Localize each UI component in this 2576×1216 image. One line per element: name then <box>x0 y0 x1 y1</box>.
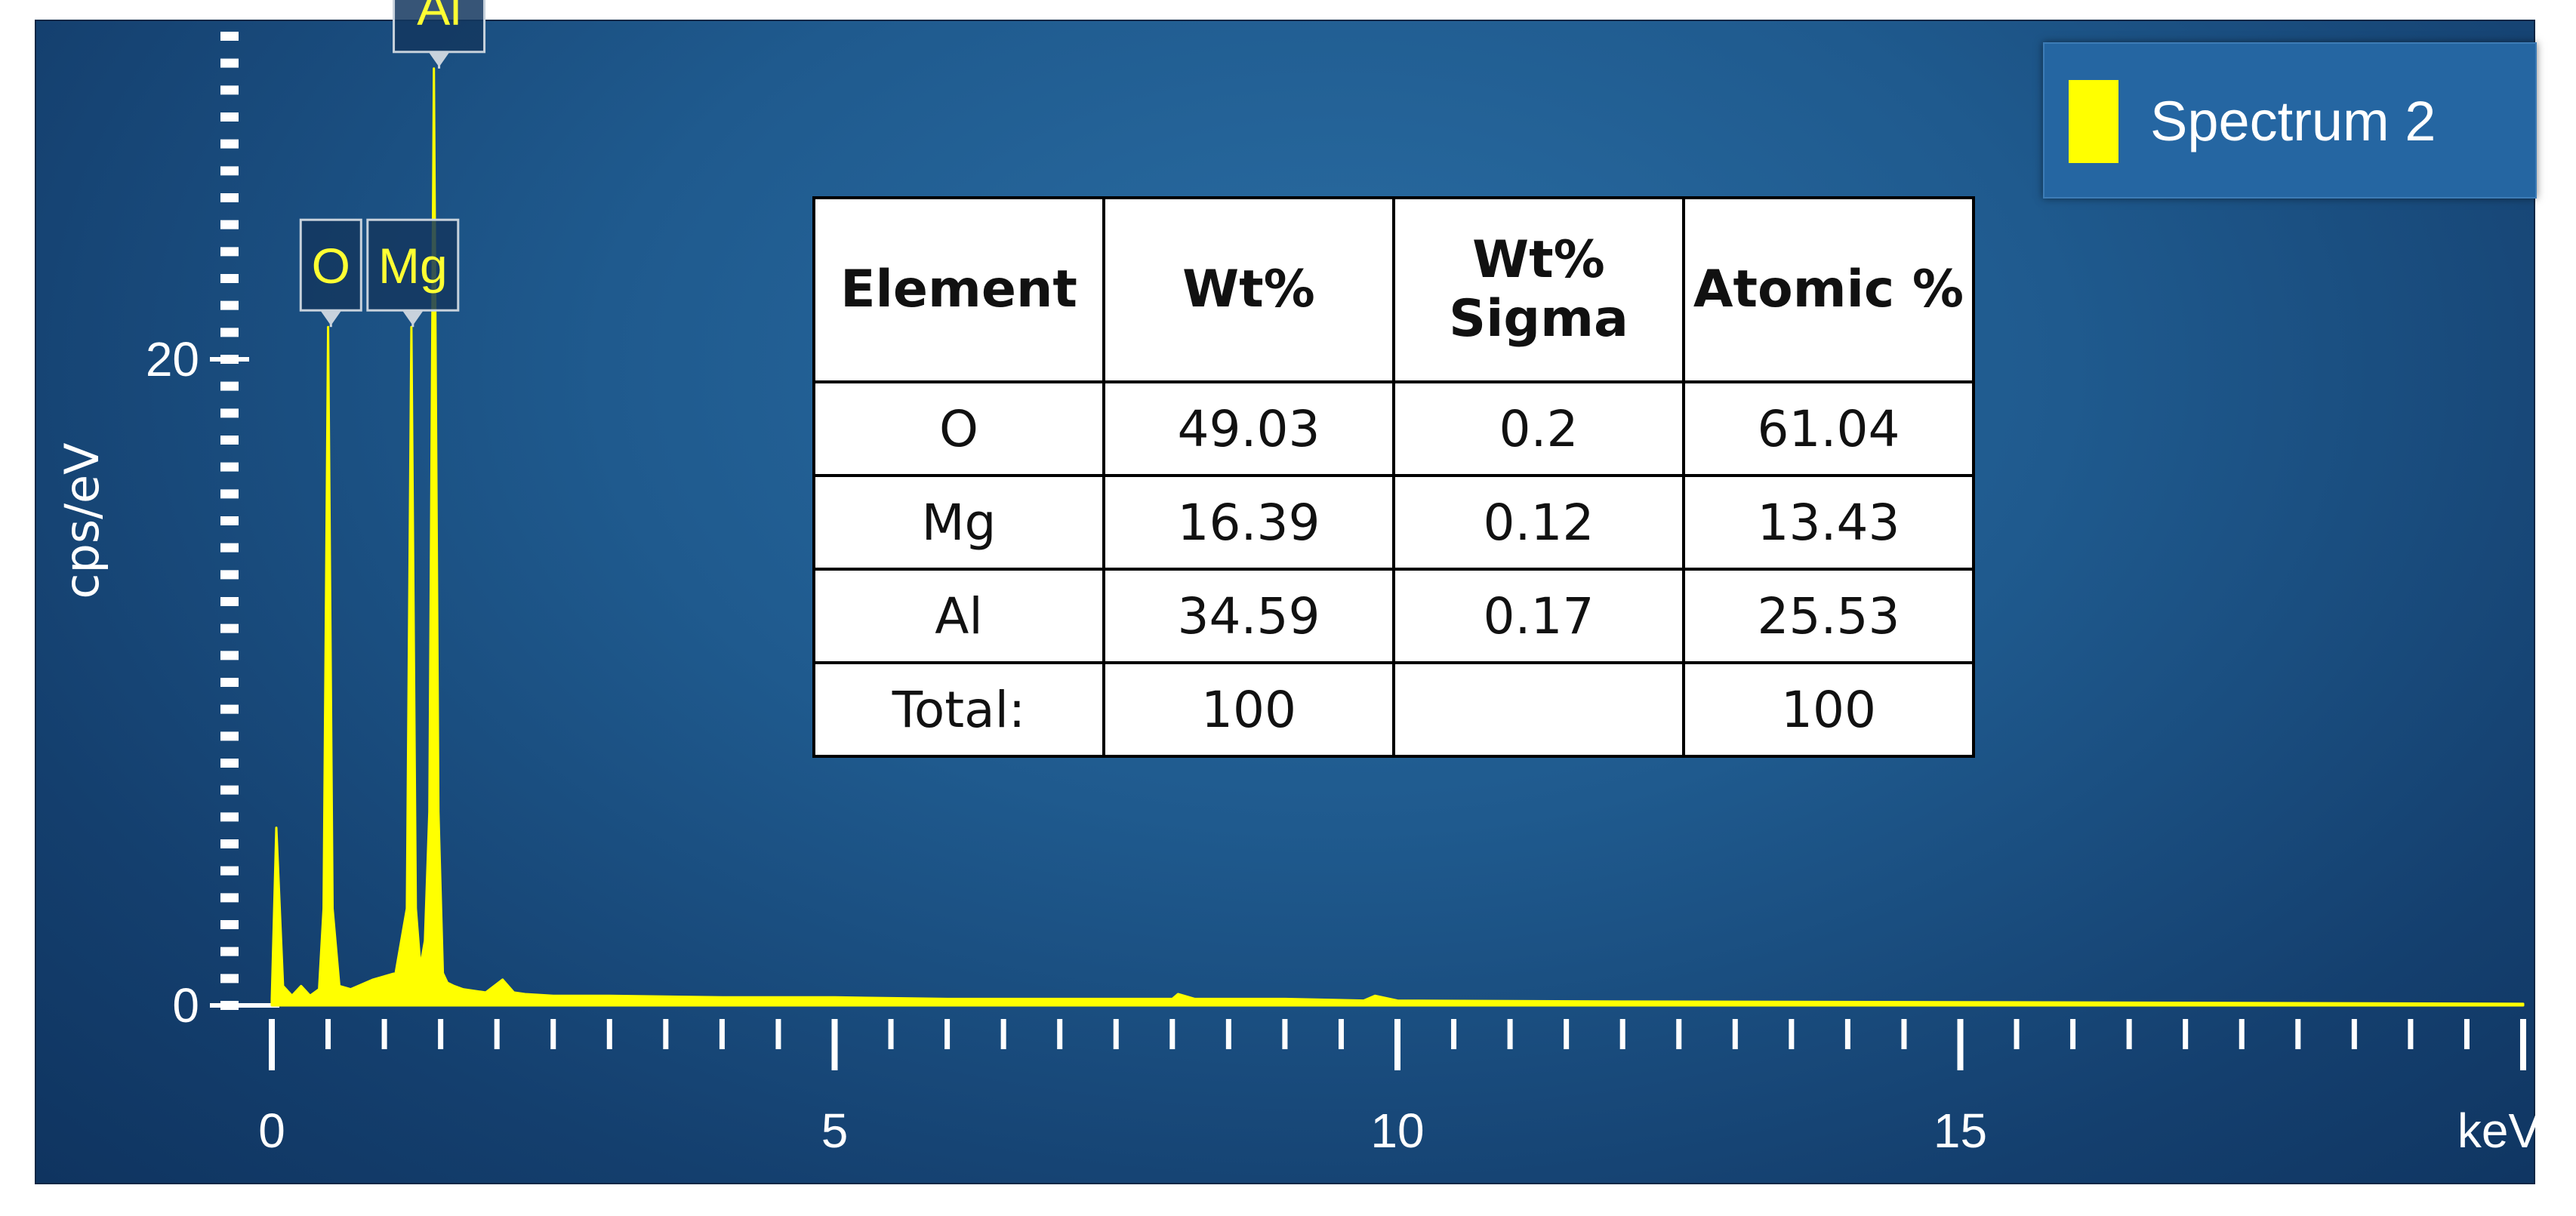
cell: 25.53 <box>1682 568 1975 664</box>
x-tick-label: 0 <box>258 1104 285 1158</box>
y-axis: 0 20 <box>146 32 249 1033</box>
cell: Mg <box>812 474 1105 571</box>
cell: 61.04 <box>1682 380 1975 477</box>
annotation-box <box>393 0 486 54</box>
legend-label: Spectrum 2 <box>2150 90 2436 152</box>
header-wt-sigma: Wt% Sigma <box>1392 196 1685 383</box>
x-tick-label: 10 <box>1370 1104 1424 1158</box>
annotation-box <box>366 218 460 312</box>
cell: 13.43 <box>1682 474 1975 571</box>
cell: 16.39 <box>1102 474 1395 571</box>
series-group <box>270 67 2525 1007</box>
annotation-pointer <box>428 51 450 67</box>
x-tick-label: 5 <box>821 1104 849 1158</box>
peak-label: Mg <box>378 238 448 294</box>
x-axis: 0 5 10 15 <box>226 1003 2526 1158</box>
x-tick-label: 15 <box>1934 1104 1987 1158</box>
y-tick-label: 0 <box>172 978 199 1033</box>
legend-swatch <box>2069 80 2118 163</box>
header-atomic-percent: Atomic % <box>1682 196 1975 383</box>
table-row: Al 34.59 0.17 25.53 <box>812 568 1975 664</box>
annotation-pointer <box>320 310 342 326</box>
cell: 0.12 <box>1392 474 1685 571</box>
annotation-pointer <box>402 310 424 326</box>
table-row: O 49.03 0.2 61.04 <box>812 380 1975 477</box>
header-element: Element <box>812 196 1105 383</box>
table-header-row: Element Wt% Wt% Sigma Atomic % <box>812 196 1975 383</box>
y-tick-label: 20 <box>146 332 199 386</box>
cell: 0.17 <box>1392 568 1685 664</box>
cell: 0.2 <box>1392 380 1685 477</box>
cell <box>1392 661 1685 758</box>
spectrum-series <box>270 67 2525 1007</box>
peak-label: Al <box>417 0 461 35</box>
cell: 49.03 <box>1102 380 1395 477</box>
cell: Al <box>812 568 1105 664</box>
cell: 100 <box>1102 661 1395 758</box>
peak-annotations: O Mg Al <box>299 0 486 328</box>
peak-label: O <box>312 238 350 294</box>
composition-table: Element Wt% Wt% Sigma Atomic % O 49.03 0… <box>812 196 1975 758</box>
cell: 100 <box>1682 661 1975 758</box>
cell: Total: <box>812 661 1105 758</box>
header-wt-percent: Wt% <box>1102 196 1395 383</box>
legend: Spectrum 2 <box>2043 42 2537 199</box>
y-axis-title: cps/eV <box>54 442 109 599</box>
table-row: Total: 100 100 <box>812 661 1975 758</box>
cell: 34.59 <box>1102 568 1395 664</box>
cell: O <box>812 380 1105 477</box>
x-axis-unit-label: keV <box>2457 1104 2541 1158</box>
table-row: Mg 16.39 0.12 13.43 <box>812 474 1975 571</box>
